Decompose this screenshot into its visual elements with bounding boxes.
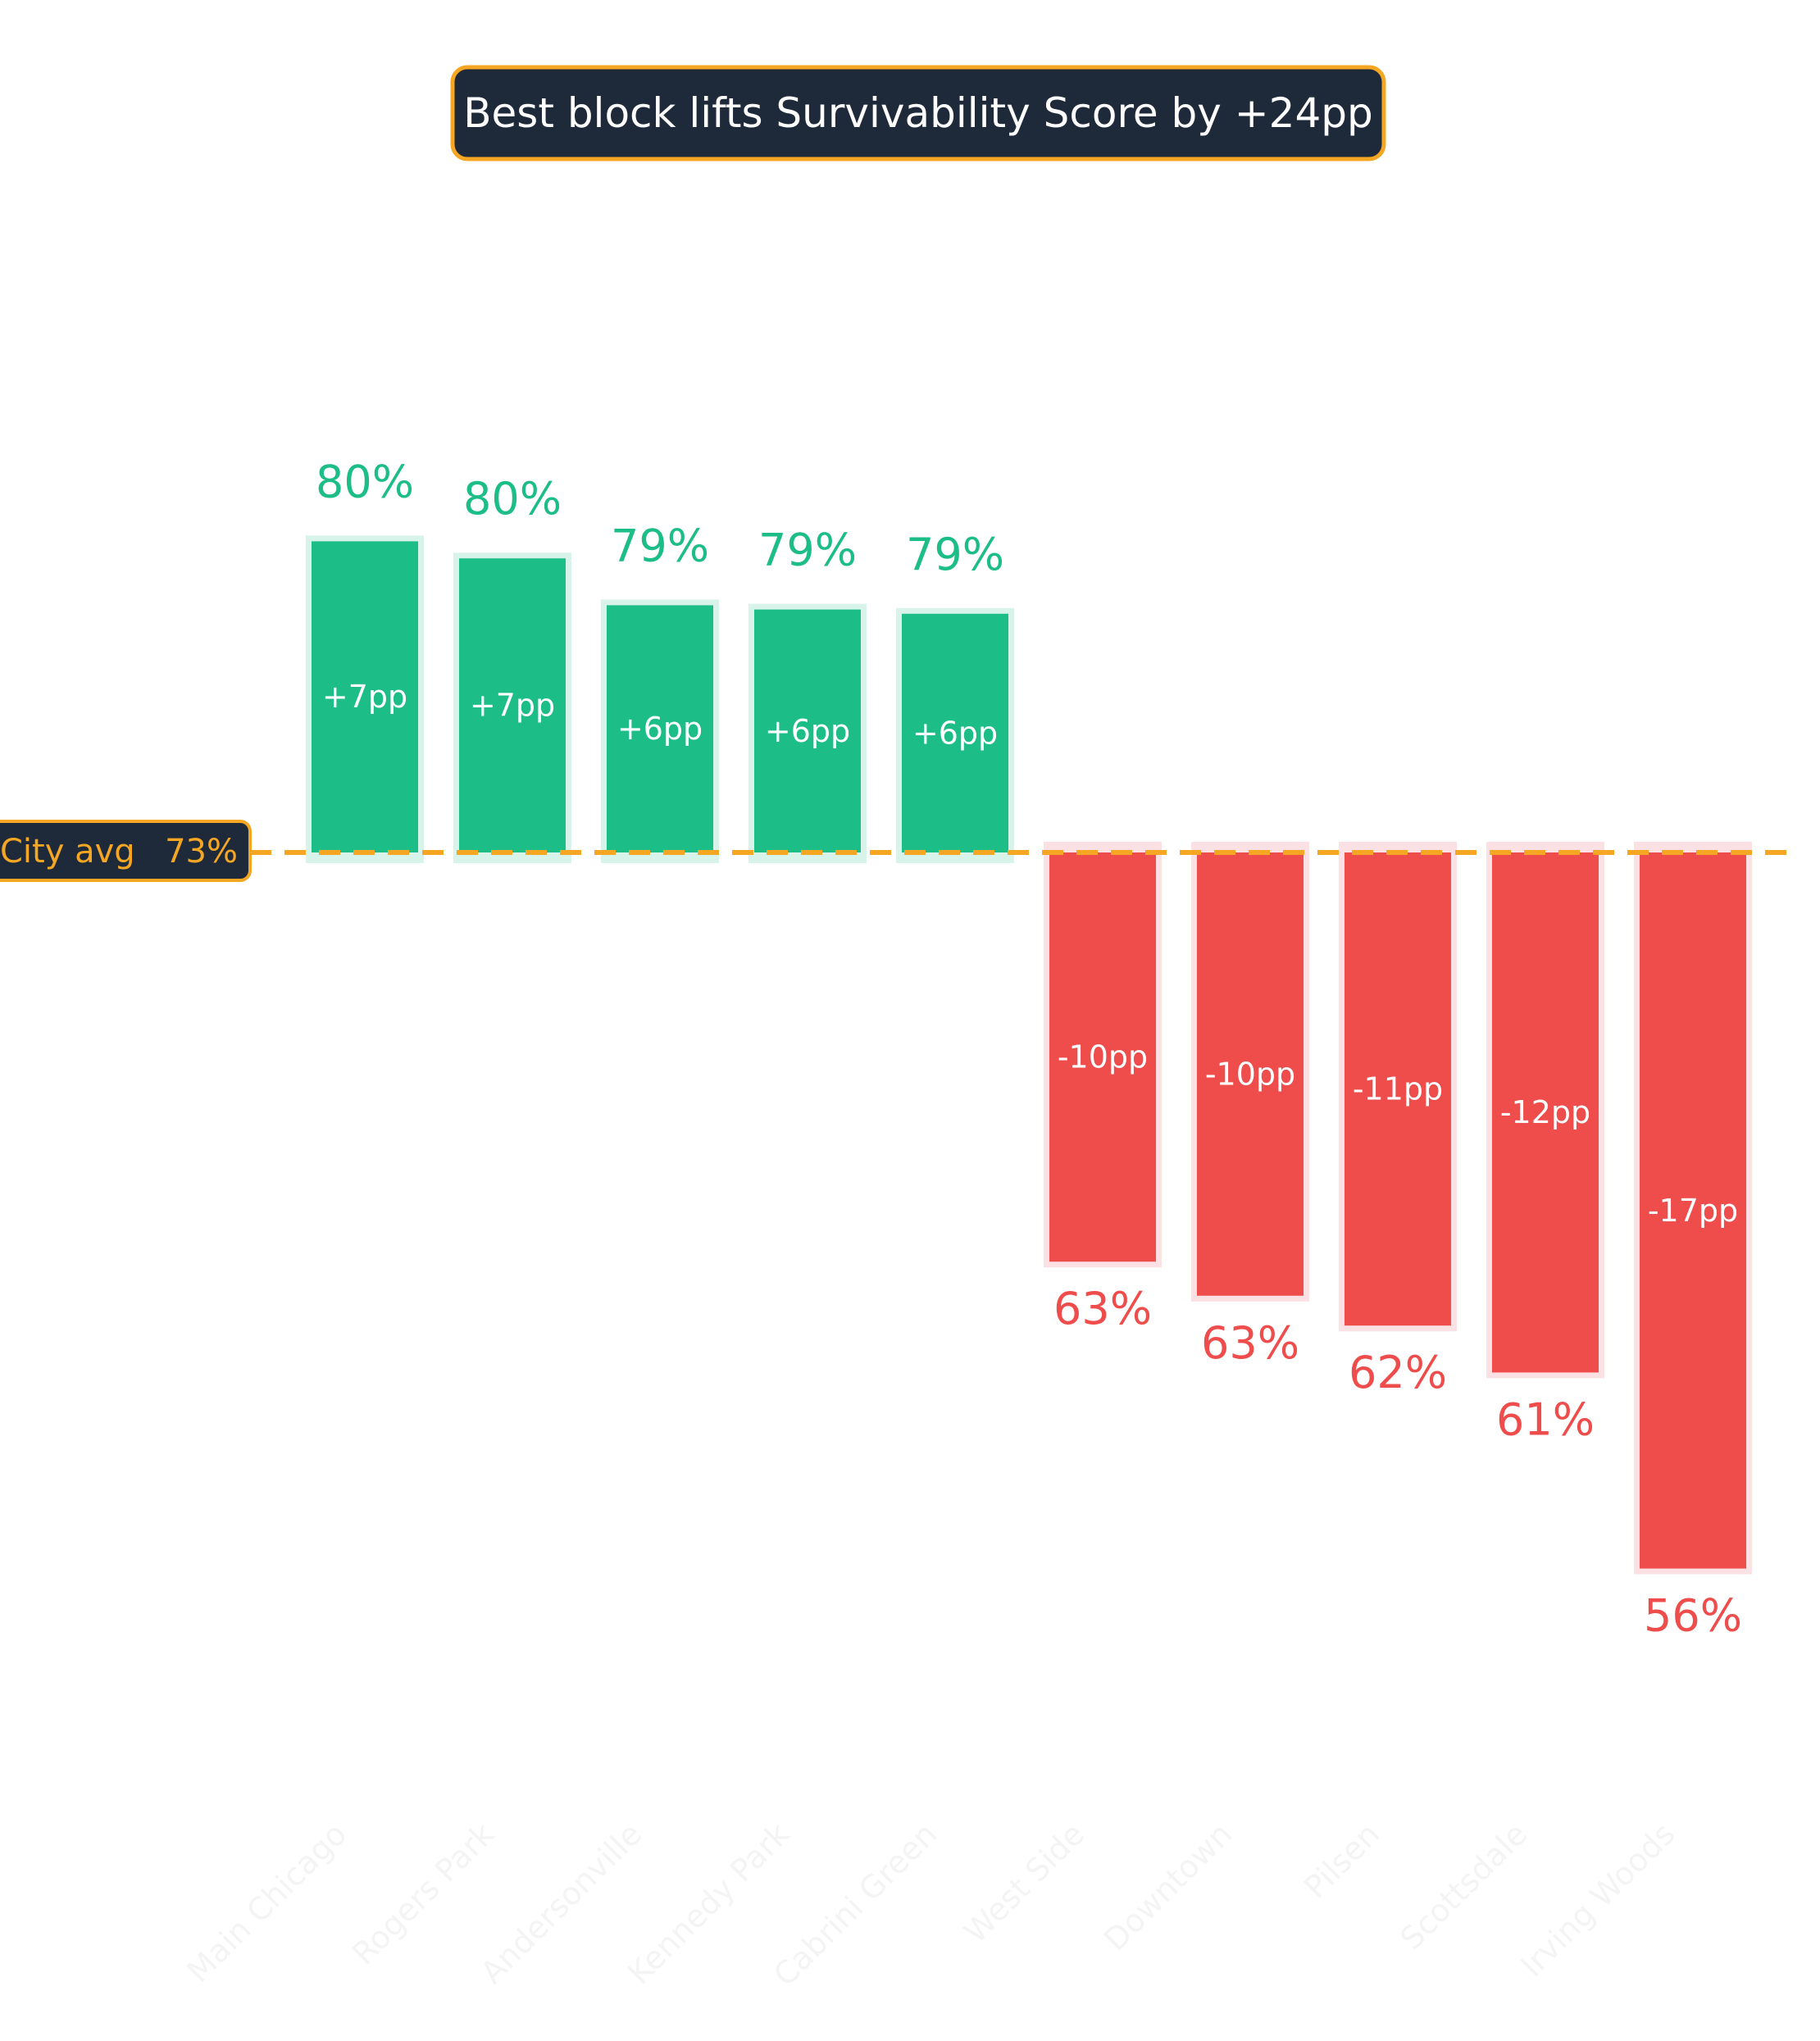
bar-diff-label: -17pp <box>1648 1193 1738 1229</box>
bar <box>607 605 713 852</box>
category-label: Rogers Park <box>345 1816 501 1971</box>
bar <box>1197 852 1304 1296</box>
chart-title: Best block lifts Survivability Score by … <box>450 65 1386 161</box>
category-label: Downtown <box>1097 1816 1239 1957</box>
bar-value-label: 79% <box>611 520 709 571</box>
bar-value-label: 79% <box>758 525 857 576</box>
bar <box>1049 852 1156 1262</box>
bar <box>754 609 861 852</box>
bar-diff-label: -12pp <box>1500 1094 1590 1130</box>
bar-diff-label: -10pp <box>1205 1056 1295 1092</box>
city-average-label: City avg <box>0 833 135 870</box>
bar <box>902 613 1008 852</box>
bar <box>1345 852 1451 1326</box>
bar <box>1640 852 1746 1569</box>
bar-diff-label: -10pp <box>1058 1039 1148 1075</box>
bar-value-label: 62% <box>1349 1347 1447 1398</box>
bar <box>1492 852 1599 1373</box>
bar-value-label: 56% <box>1644 1590 1742 1642</box>
category-label: West Side <box>958 1816 1092 1950</box>
bar-value-label: 61% <box>1496 1393 1595 1445</box>
category-label: Irving Woods <box>1513 1816 1681 1984</box>
bar-diff-label: -11pp <box>1353 1071 1443 1107</box>
city-average-badge: City avg 73% <box>0 820 252 882</box>
labels-layer: +7pp 80% +7pp 80% +6pp 79% +6pp 79% +6pp 79% -10pp… <box>316 456 1742 1641</box>
bar-diff-label: +6pp <box>765 713 850 749</box>
category-label: Pilsen <box>1297 1816 1386 1905</box>
category-label: Scottsdale <box>1393 1816 1534 1957</box>
city-average-value: 73% <box>165 833 238 870</box>
bar-diff-label: +7pp <box>470 688 555 724</box>
bar <box>459 558 566 852</box>
chart-title-text: Best block lifts Survivability Score by … <box>463 89 1373 137</box>
bar-value-label: 80% <box>316 456 414 507</box>
category-label: Main Chicago <box>180 1816 354 1989</box>
bar-diff-label: +6pp <box>912 715 998 751</box>
bar-value-label: 80% <box>463 473 562 525</box>
bar-diff-label: +6pp <box>617 711 703 747</box>
chart-title-box <box>450 65 1386 161</box>
bar <box>312 541 418 852</box>
city-average-badge-box <box>0 820 252 882</box>
reference-layer: City avg 73% <box>0 820 1787 882</box>
bar-value-label: 63% <box>1053 1283 1152 1334</box>
bars-layer <box>306 535 1752 1575</box>
bar-value-label: 79% <box>906 529 1004 580</box>
bar-diff-label: +7pp <box>322 679 407 715</box>
bar-value-label: 63% <box>1201 1317 1299 1369</box>
